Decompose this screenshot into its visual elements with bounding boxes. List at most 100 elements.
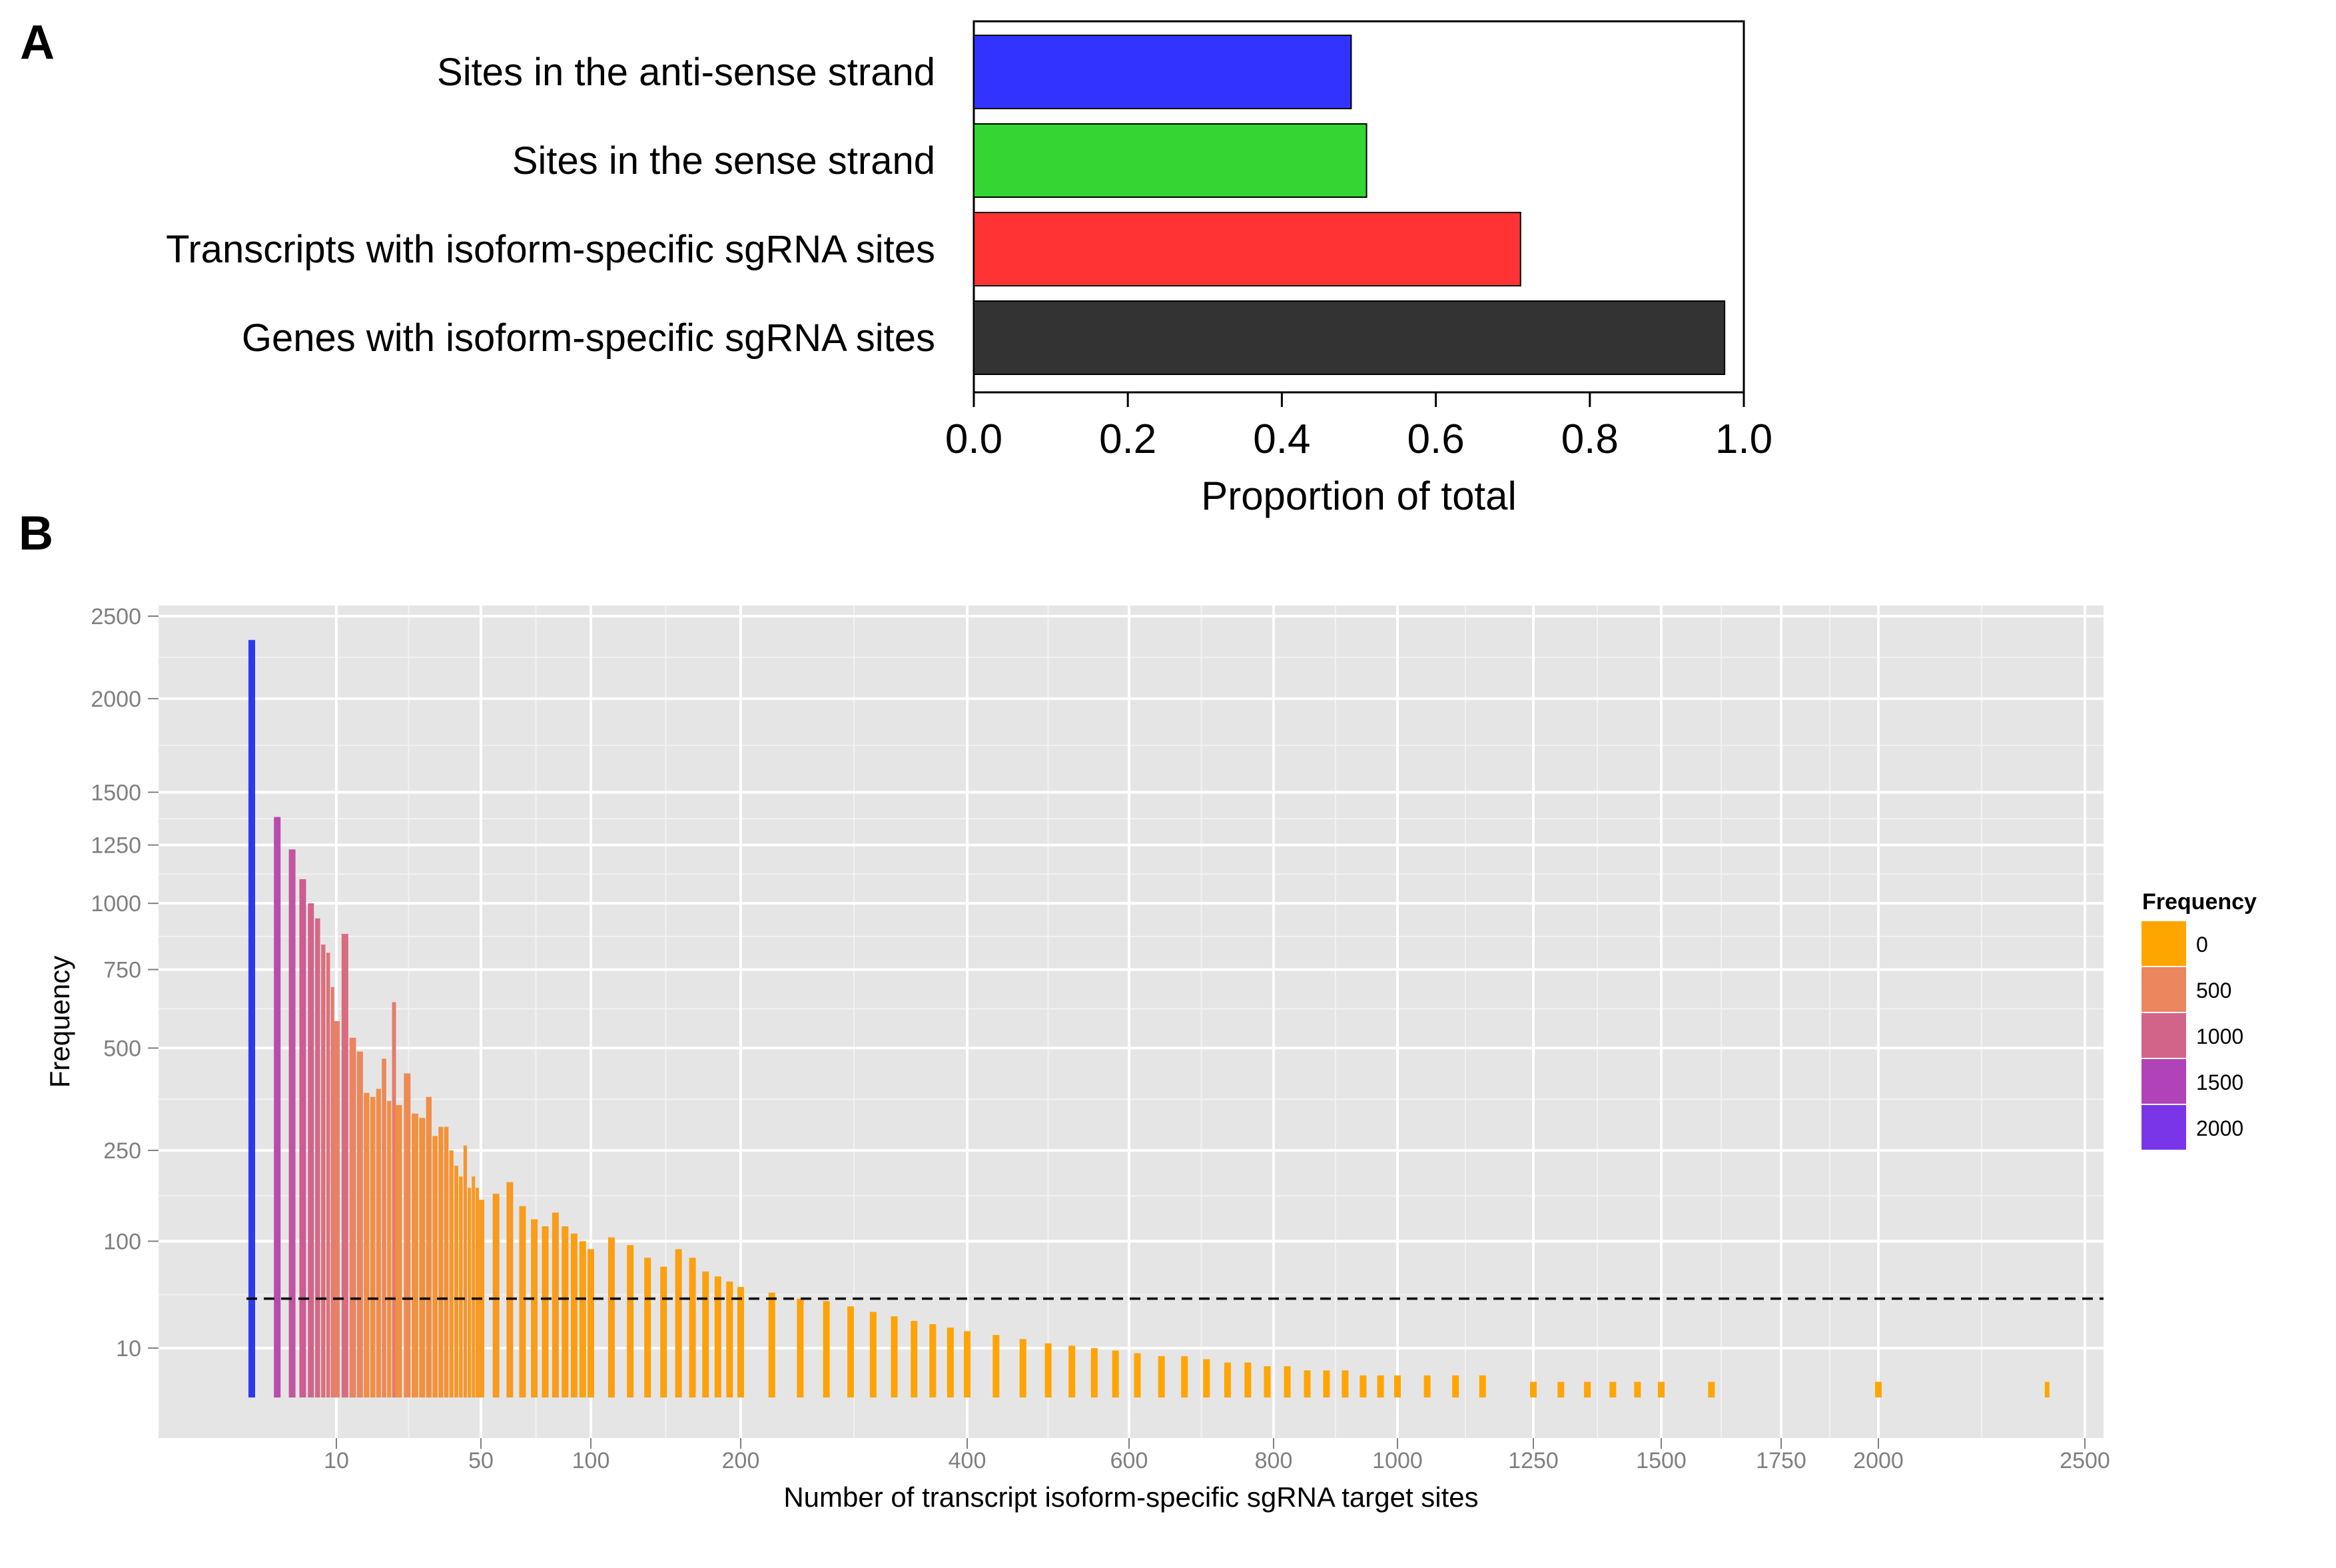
tick-label: 2500 [91,604,141,629]
tick-label: 1500 [91,780,141,805]
legend-label: 1500 [2196,1070,2243,1094]
histogram-bar [964,1331,971,1397]
histogram-bar [562,1226,569,1397]
histogram-bar [364,1092,370,1397]
tick-label: 1750 [1756,1448,1806,1473]
tick-label: 600 [1110,1448,1148,1473]
x-axis-ticks: 10 50 100 200 400 600 800 1000 1250 1500 1750 2000 2… [324,1438,2110,1473]
histogram-bar [444,1126,449,1397]
histogram-bar [387,1100,392,1397]
tick-label: 200 [722,1448,760,1473]
histogram-bar [395,1105,402,1397]
histogram-bars [248,639,2050,1397]
legend-swatch [2140,1058,2187,1105]
histogram-bar [519,1206,526,1397]
histogram-bar [475,1188,479,1397]
histogram-bar [797,1298,804,1397]
histogram-bar [1708,1381,1715,1397]
legend-label: 1000 [2196,1024,2243,1048]
histogram-bar [1360,1375,1367,1397]
gridlines [159,605,2104,1438]
histogram-bar [1658,1381,1665,1397]
histogram-bar [1044,1343,1052,1397]
histogram-bar [1530,1381,1537,1397]
histogram-bar [1068,1346,1076,1397]
legend-swatch [2140,966,2187,1013]
histogram-bar [891,1316,898,1397]
legend-title: Frequency [2142,889,2257,915]
x-axis-label: Number of transcript isoform-specific sg… [783,1481,1478,1513]
histogram-bar [1479,1375,1486,1397]
histogram-bar [702,1271,709,1397]
histogram-bar [492,1194,500,1397]
histogram-bar [947,1328,954,1397]
histogram-bar [370,1096,376,1397]
x-axis-label: Proportion of total [1201,474,1517,518]
tick-label: 250 [103,1138,141,1164]
tick-label: 1500 [1636,1448,1687,1473]
histogram-bar [356,1051,363,1397]
bar [973,212,1521,286]
histogram-bar [1452,1375,1459,1397]
histogram-bar [308,903,314,1397]
histogram-bar [1304,1370,1311,1397]
histogram-bar [726,1282,733,1397]
tick-label: 0.4 [1253,416,1310,462]
histogram-bar [531,1219,538,1397]
histogram-bar [737,1287,744,1397]
bar-chart-panel-a: Sites in the anti-sense strand Sites in t… [166,20,1772,518]
category-label: Genes with isoform-specific sgRNA sites [242,316,935,360]
category-label: Sites in the sense strand [512,139,935,183]
histogram-bar [376,1088,381,1397]
histogram-bar [321,945,326,1397]
bar [973,123,1367,198]
bar [973,35,1352,109]
histogram-bar [274,817,281,1397]
bar [973,300,1726,375]
histogram-bar [1203,1359,1210,1397]
legend-items: 0 500 1000 1500 2000 [2140,920,2243,1151]
tick-label: 1000 [1372,1448,1423,1473]
tick-label: 0.6 [1407,416,1464,462]
panel-label-b: B [19,507,53,560]
histogram-bar [299,879,306,1397]
tick-label: 2000 [91,687,141,712]
frequency-legend: Frequency 0 500 1000 1500 2000 [2140,889,2257,1151]
tick-label: 800 [1255,1448,1293,1473]
tick-label: 1.0 [1715,416,1772,462]
tick-label: 100 [572,1448,610,1473]
bars [973,35,1726,375]
histogram-bar [472,1176,476,1397]
tick-label: 2500 [2060,1448,2110,1473]
legend-label: 500 [2196,979,2231,1002]
tick-label: 100 [103,1229,141,1254]
histogram-bar [627,1245,634,1397]
histogram-bar [1377,1375,1384,1397]
histogram-bar [992,1335,1000,1397]
histogram-bar [542,1226,549,1397]
histogram-bar [579,1241,586,1397]
x-axis-ticks: 0.0 0.2 0.4 0.6 0.8 1.0 [945,392,1772,462]
histogram-bar [911,1321,918,1397]
tick-label: 1250 [91,833,141,859]
histogram-bar [869,1312,877,1397]
histogram-bar [2044,1381,2050,1397]
legend-label: 0 [2196,933,2208,957]
tick-label: 750 [103,958,141,983]
histogram-bar [315,918,320,1397]
histogram-bar [1423,1375,1431,1397]
histogram-bar [1112,1350,1119,1397]
histogram-bar [449,1150,454,1397]
histogram-bar [675,1249,682,1397]
category-label: Transcripts with isoform-specific sgRNA … [166,228,935,271]
tick-label: 0.0 [945,416,1002,462]
histogram-bar [248,639,255,1397]
histogram-bar [392,1002,396,1397]
histogram-bar [660,1266,667,1397]
histogram-bar [288,849,296,1397]
histogram-bar [382,1058,386,1397]
category-labels: Sites in the anti-sense strand Sites in t… [166,51,935,360]
histogram-bar [349,1037,356,1397]
